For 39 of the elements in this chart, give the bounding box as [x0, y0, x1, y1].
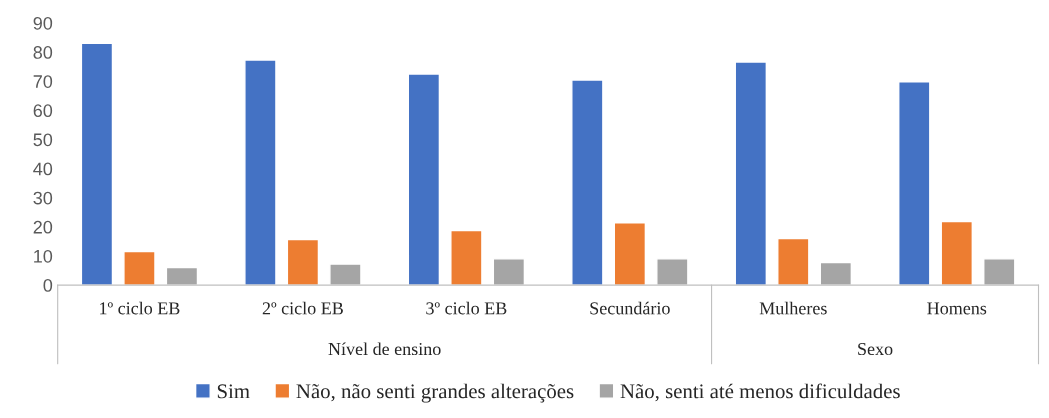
bar: [656, 258, 689, 286]
bar: [777, 237, 810, 286]
y-tick-label: 10: [34, 249, 53, 263]
bar: [819, 261, 853, 286]
bar: [571, 79, 604, 286]
bar: [286, 238, 320, 286]
y-tick-label: 80: [33, 46, 53, 59]
text: Sexo: [858, 342, 893, 356]
y-tick-label: 40: [33, 162, 53, 176]
x-tick-label: 3º ciclo EB: [426, 301, 507, 315]
bar: [407, 73, 441, 286]
y-tick-label: 60: [33, 104, 53, 118]
bar: [734, 61, 768, 286]
bar: [492, 258, 526, 286]
bar: [898, 81, 931, 286]
x-tick-label: 1º ciclo EB: [100, 301, 180, 315]
y-tick-label: 20: [33, 220, 53, 234]
y-tick-label: 90: [33, 16, 53, 30]
bar: [450, 229, 483, 286]
bar: [244, 59, 277, 286]
y-tick-label: 30: [33, 191, 53, 205]
bar: [329, 263, 362, 286]
legend-label: Não, senti até menos dificuldades: [620, 383, 900, 402]
y-tick-label: 50: [33, 133, 53, 147]
legend-label: Sim: [217, 384, 250, 399]
x-tick-label: Mulheres: [759, 301, 827, 315]
legend-label: Não, não senti grandes alterações: [296, 383, 574, 403]
bar: [80, 42, 114, 286]
x-tick-label: Secundário: [590, 301, 670, 315]
x-tick-label: Homens: [927, 302, 987, 315]
bar: [983, 258, 1016, 286]
bar: [123, 250, 156, 286]
bar: [165, 266, 199, 286]
bar: [613, 222, 647, 286]
y-tick-label: 0: [43, 279, 53, 292]
bar: [940, 220, 973, 286]
x-tick-label: 2º ciclo EB: [262, 301, 343, 315]
y-tick-label: 70: [33, 75, 53, 88]
text: Nível de ensino: [328, 342, 441, 356]
